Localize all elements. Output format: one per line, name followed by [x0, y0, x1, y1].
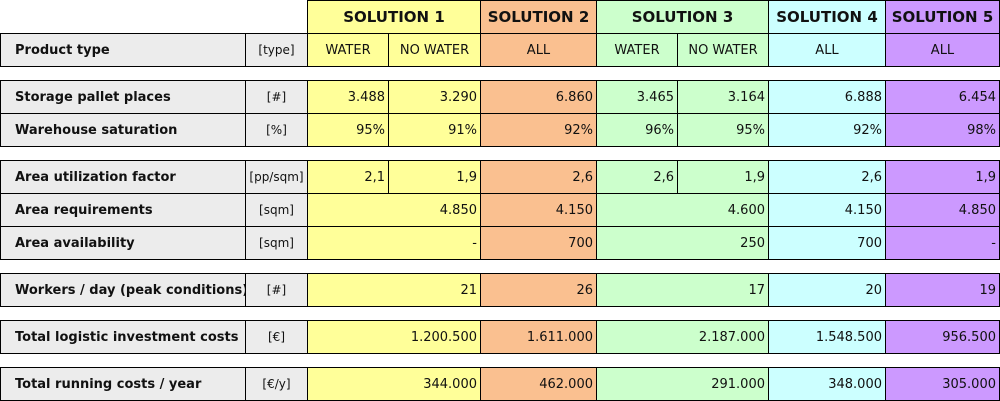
- value-cell: 1.200.500: [307, 320, 481, 354]
- row-unit: [type]: [245, 33, 308, 67]
- row-label: Warehouse saturation: [0, 113, 246, 147]
- value-cell: 291.000: [596, 367, 769, 401]
- value-cell: 26: [480, 273, 597, 307]
- row-unit: [pp/sqm]: [245, 160, 308, 194]
- value-cell: 2.187.000: [596, 320, 769, 354]
- value-cell: 19: [885, 273, 1000, 307]
- value-cell: 700: [480, 226, 597, 260]
- value-cell: 2,6: [480, 160, 597, 194]
- value-cell: 95%: [307, 113, 389, 147]
- row-label: Area requirements: [0, 193, 246, 227]
- solution-header: SOLUTION 5: [885, 0, 1000, 34]
- value-cell: 462.000: [480, 367, 597, 401]
- value-cell: 3.290: [388, 80, 481, 114]
- value-cell: 1.548.500: [768, 320, 886, 354]
- solution-header: SOLUTION 2: [480, 0, 597, 34]
- value-cell: 2,6: [768, 160, 886, 194]
- value-cell: 2,1: [307, 160, 389, 194]
- row-label: Workers / day (peak conditions): [0, 273, 246, 307]
- value-cell: -: [885, 226, 1000, 260]
- row-label: Product type: [0, 33, 246, 67]
- value-cell: 4.150: [480, 193, 597, 227]
- value-cell: 92%: [768, 113, 886, 147]
- value-cell: 348.000: [768, 367, 886, 401]
- solution-header: SOLUTION 1: [307, 0, 481, 34]
- value-cell: 96%: [596, 113, 678, 147]
- solution-header: SOLUTION 4: [768, 0, 886, 34]
- value-cell: NO WATER: [677, 33, 769, 67]
- row-label: Area utilization factor: [0, 160, 246, 194]
- value-cell: 98%: [885, 113, 1000, 147]
- row-label: Area availability: [0, 226, 246, 260]
- value-cell: WATER: [596, 33, 678, 67]
- solution-header: SOLUTION 3: [596, 0, 769, 34]
- value-cell: 3.488: [307, 80, 389, 114]
- value-cell: 92%: [480, 113, 597, 147]
- row-unit: [€/y]: [245, 367, 308, 401]
- value-cell: WATER: [307, 33, 389, 67]
- value-cell: 2,6: [596, 160, 678, 194]
- value-cell: 305.000: [885, 367, 1000, 401]
- value-cell: 17: [596, 273, 769, 307]
- value-cell: 4.600: [596, 193, 769, 227]
- row-unit: [#]: [245, 80, 308, 114]
- value-cell: 21: [307, 273, 481, 307]
- value-cell: 1,9: [677, 160, 769, 194]
- value-cell: 20: [768, 273, 886, 307]
- row-unit: [€]: [245, 320, 308, 354]
- value-cell: 4.850: [885, 193, 1000, 227]
- value-cell: ALL: [768, 33, 886, 67]
- value-cell: 6.888: [768, 80, 886, 114]
- value-cell: 1.611.000: [480, 320, 597, 354]
- value-cell: ALL: [885, 33, 1000, 67]
- value-cell: 91%: [388, 113, 481, 147]
- value-cell: 3.465: [596, 80, 678, 114]
- value-cell: 3.164: [677, 80, 769, 114]
- value-cell: 4.150: [768, 193, 886, 227]
- row-unit: [%]: [245, 113, 308, 147]
- value-cell: 700: [768, 226, 886, 260]
- row-unit: [sqm]: [245, 226, 308, 260]
- value-cell: 250: [596, 226, 769, 260]
- value-cell: 95%: [677, 113, 769, 147]
- value-cell: ALL: [480, 33, 597, 67]
- row-unit: [#]: [245, 273, 308, 307]
- value-cell: -: [307, 226, 481, 260]
- row-label: Total running costs / year: [0, 367, 246, 401]
- value-cell: 6.860: [480, 80, 597, 114]
- row-label: Total logistic investment costs: [0, 320, 246, 354]
- value-cell: 1,9: [388, 160, 481, 194]
- value-cell: 344.000: [307, 367, 481, 401]
- row-unit: [sqm]: [245, 193, 308, 227]
- value-cell: NO WATER: [388, 33, 481, 67]
- value-cell: 1,9: [885, 160, 1000, 194]
- value-cell: 4.850: [307, 193, 481, 227]
- row-label: Storage pallet places: [0, 80, 246, 114]
- value-cell: 6.454: [885, 80, 1000, 114]
- value-cell: 956.500: [885, 320, 1000, 354]
